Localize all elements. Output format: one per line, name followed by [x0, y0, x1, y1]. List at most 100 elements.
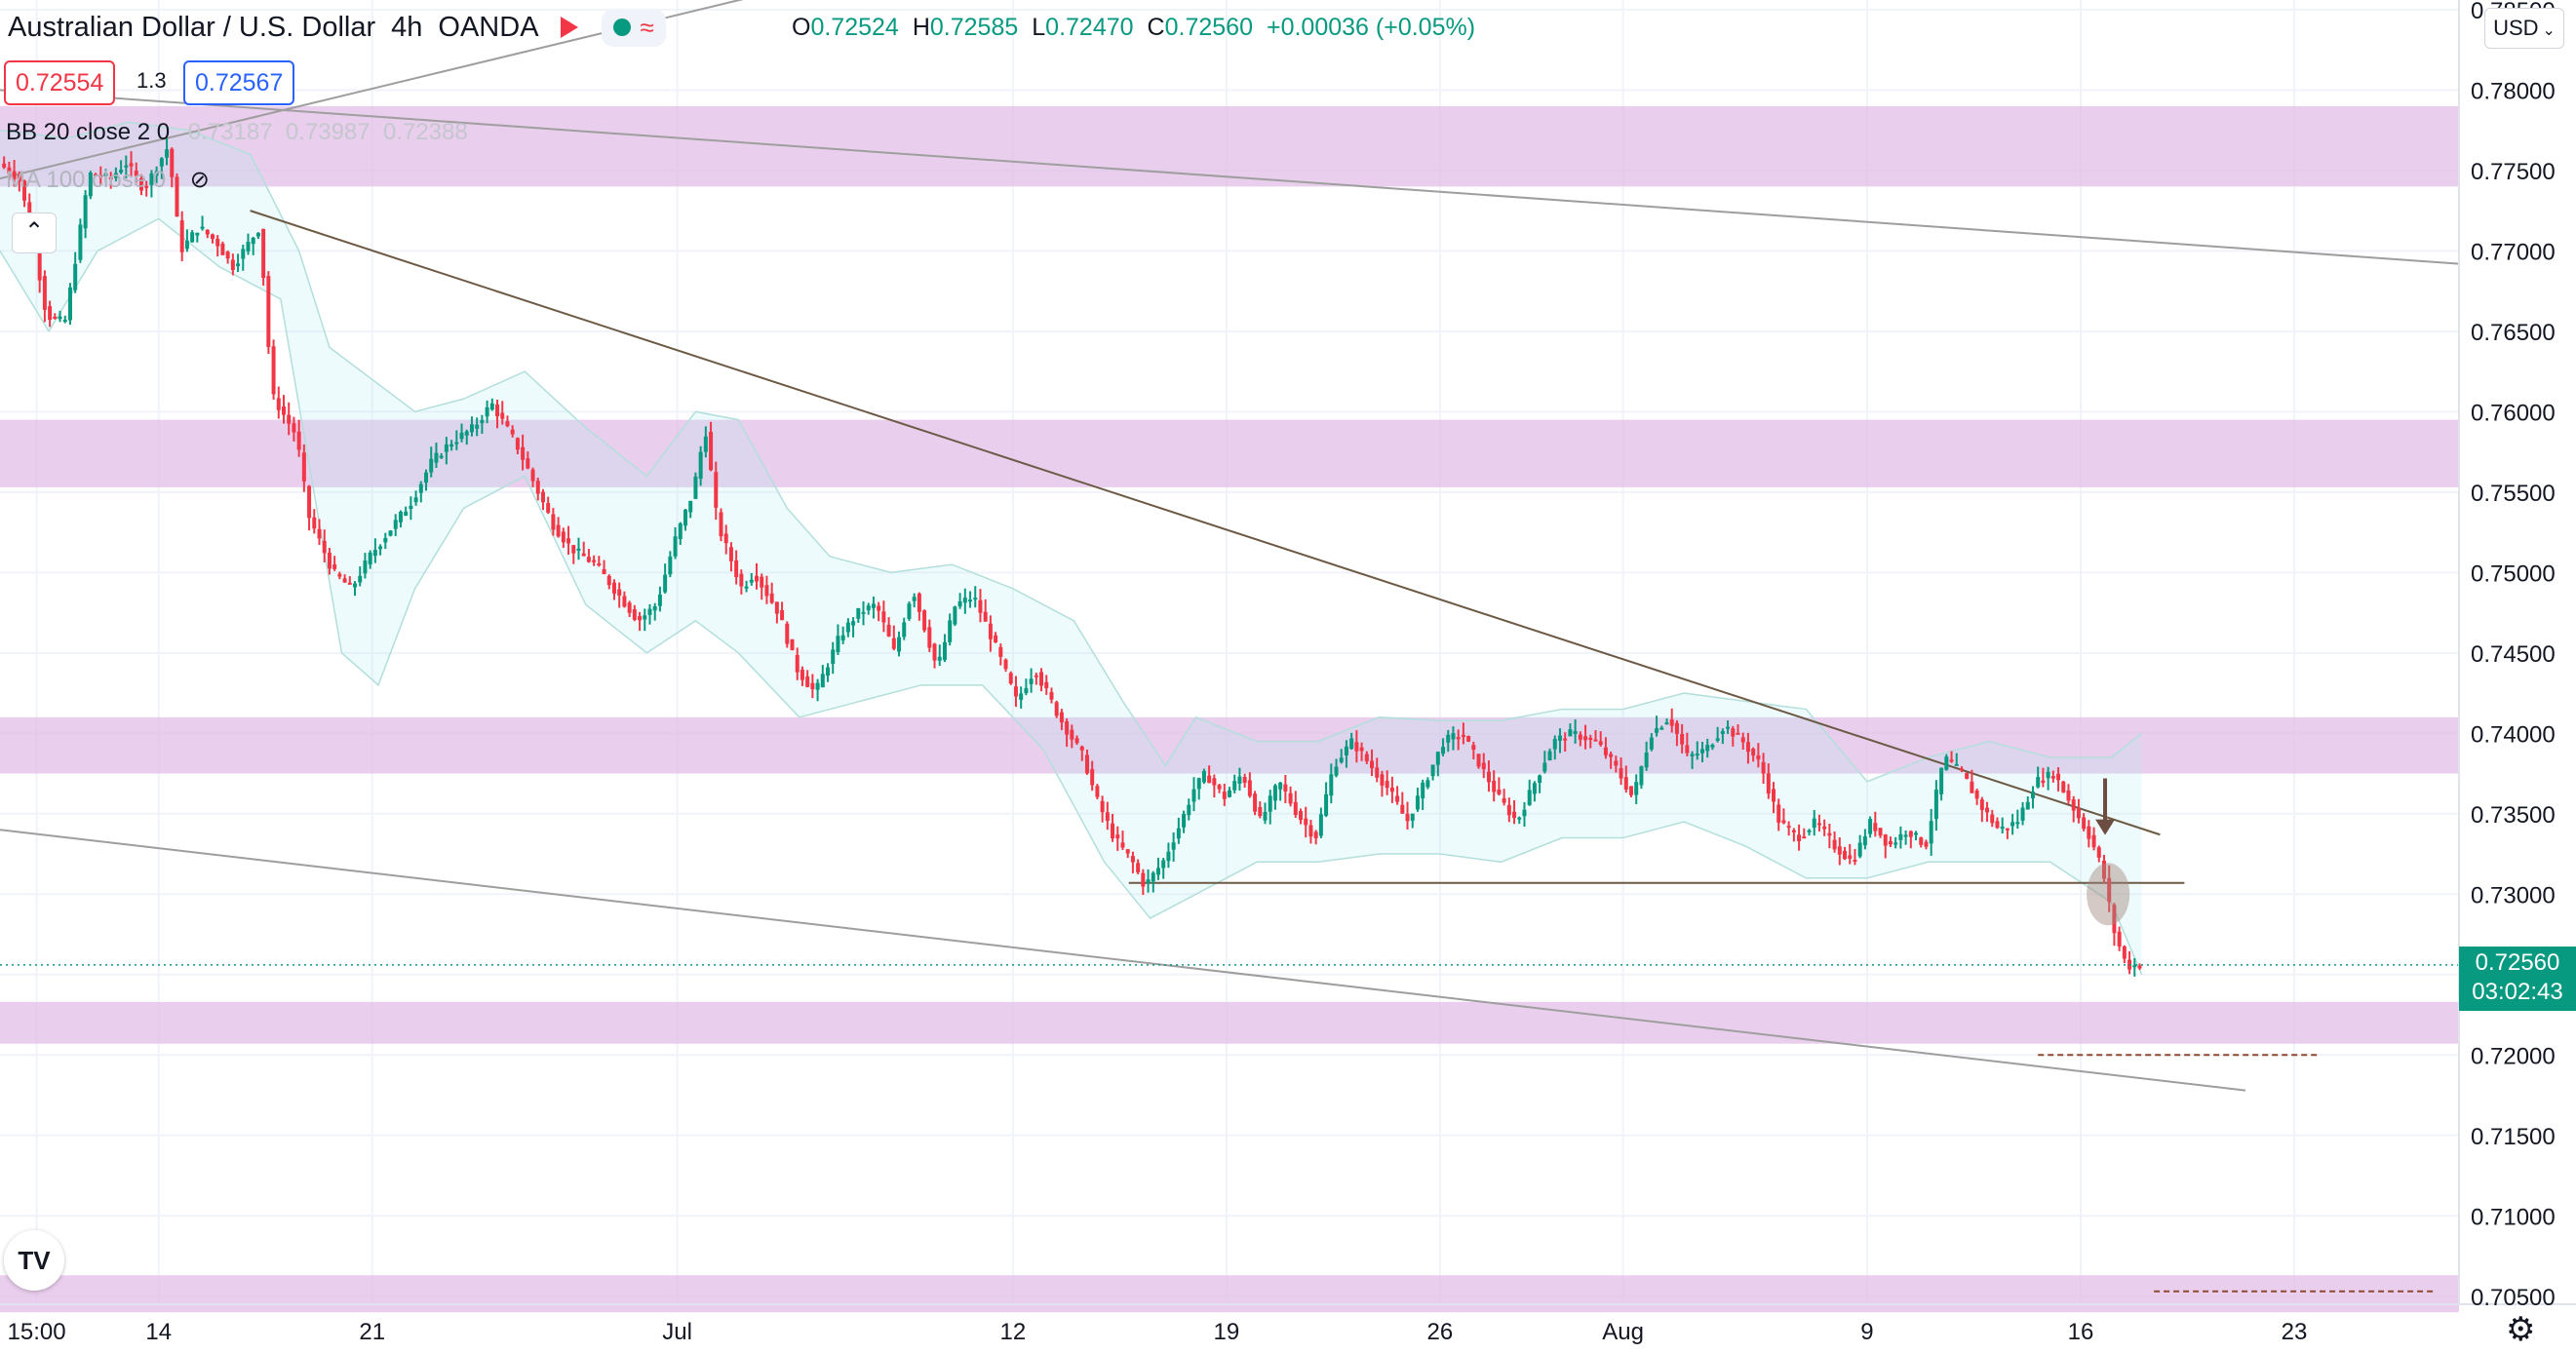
candle-body — [1019, 693, 1024, 700]
candle-body — [1848, 855, 1853, 859]
candle-body — [744, 586, 749, 589]
candle-body — [1527, 790, 1532, 805]
ohlc-open-label: O — [792, 13, 811, 41]
candle-body — [755, 575, 759, 582]
candle-body — [1375, 767, 1380, 778]
candle-body — [1990, 814, 1995, 824]
candle-body — [1263, 811, 1268, 821]
candle-body — [1623, 777, 1628, 791]
currency-selector[interactable]: USD ⌄ — [2484, 8, 2564, 49]
candle-body — [790, 638, 795, 650]
candle-body — [845, 622, 850, 633]
buy-price-button[interactable]: 0.72567 — [183, 60, 295, 105]
candle-body — [1466, 736, 1471, 742]
candle-body — [179, 220, 184, 252]
ma-indicator-legend[interactable]: MA 100 close 0 ⊘ — [6, 166, 210, 194]
candle-body — [1217, 785, 1222, 790]
candle-body — [454, 442, 459, 445]
candle-body — [1029, 678, 1034, 684]
flag-icon[interactable] — [560, 17, 578, 38]
candle-body — [449, 444, 454, 447]
candle-body — [1034, 675, 1038, 677]
hidden-eye-icon[interactable]: ⊘ — [189, 167, 210, 193]
candle-body — [728, 547, 733, 561]
candle-body — [1446, 734, 1451, 743]
candle-body — [592, 560, 597, 562]
candle-body — [2071, 799, 2076, 811]
spread-label: 1.3 — [137, 68, 167, 93]
candle-body — [678, 522, 683, 539]
candle-body — [1013, 686, 1018, 697]
candle-body — [317, 528, 322, 539]
candle-body — [866, 605, 871, 611]
candle-body — [1563, 738, 1568, 741]
candle-body — [795, 654, 800, 673]
candle-body — [215, 238, 220, 247]
candle-body — [444, 444, 449, 452]
candle-body — [1873, 823, 1878, 831]
time-tick-label: 12 — [999, 1319, 1026, 1345]
candle-body — [1395, 795, 1400, 802]
candle-body — [1995, 821, 2000, 829]
support-resistance-zones — [0, 105, 2459, 1313]
candle-body — [1766, 773, 1771, 794]
collapse-legend-button[interactable]: ⌃ — [12, 213, 57, 253]
market-status-pill[interactable]: ≈ — [601, 8, 666, 47]
candle-body — [886, 624, 891, 637]
candle-body — [1054, 702, 1059, 716]
candle-body — [1933, 790, 1938, 820]
candle-body — [556, 524, 561, 537]
zone-band — [0, 419, 2459, 487]
candle-body — [1974, 790, 1979, 799]
candle-body — [942, 641, 947, 661]
candle-body — [12, 171, 17, 179]
candle-body — [723, 533, 728, 544]
candle-body — [2132, 965, 2137, 968]
settings-gear-icon[interactable]: ⚙ — [2506, 1311, 2536, 1348]
price-tick-label: 0.71500 — [2471, 1124, 2556, 1150]
candle-body — [2046, 771, 2050, 779]
interval-label[interactable]: 4h — [391, 11, 423, 43]
candle-body — [611, 582, 616, 594]
candle-body — [230, 259, 235, 270]
candle-body — [1308, 825, 1313, 837]
candle-body — [1853, 860, 1857, 863]
candle-body — [1959, 768, 1964, 771]
candle-body — [1639, 766, 1644, 786]
candle-body — [1695, 754, 1699, 756]
zone-band — [0, 1275, 2459, 1313]
sell-price-button[interactable]: 0.72554 — [4, 60, 116, 105]
tradingview-logo[interactable]: TV — [4, 1230, 64, 1291]
candle-body — [1929, 821, 1933, 844]
candle-body — [734, 560, 739, 577]
candle-body — [1583, 736, 1588, 741]
candle-body — [78, 224, 83, 260]
candle-body — [398, 511, 403, 522]
candle-body — [515, 438, 520, 450]
symbol-title[interactable]: Australian Dollar / U.S. Dollar — [8, 11, 376, 43]
candle-body — [953, 606, 957, 625]
candle-body — [617, 589, 622, 597]
candle-body — [627, 602, 632, 613]
candle-body — [1044, 681, 1049, 689]
candle-body — [261, 228, 266, 279]
candle-body — [1151, 872, 1155, 882]
candle-body — [1837, 846, 1842, 855]
candle-body — [1644, 752, 1649, 768]
candle-body — [1100, 800, 1105, 813]
candle-body — [602, 568, 606, 574]
chart-header: Australian Dollar / U.S. Dollar 4h OANDA… — [0, 0, 666, 55]
candle-body — [53, 316, 58, 319]
candle-body — [546, 503, 551, 513]
candle-body — [1242, 776, 1247, 784]
candle-body — [1079, 746, 1084, 751]
candle-body — [124, 165, 129, 168]
last-price-value: 0.72560 — [2475, 949, 2560, 976]
candle-body — [937, 656, 942, 661]
time-tick-label: Jul — [662, 1319, 692, 1345]
candle-body — [2010, 822, 2015, 827]
candle-body — [108, 177, 113, 180]
bb-indicator-legend[interactable]: BB 20 close 2 0 0.73187 0.73987 0.72388 — [6, 119, 468, 146]
candle-body — [469, 424, 474, 433]
